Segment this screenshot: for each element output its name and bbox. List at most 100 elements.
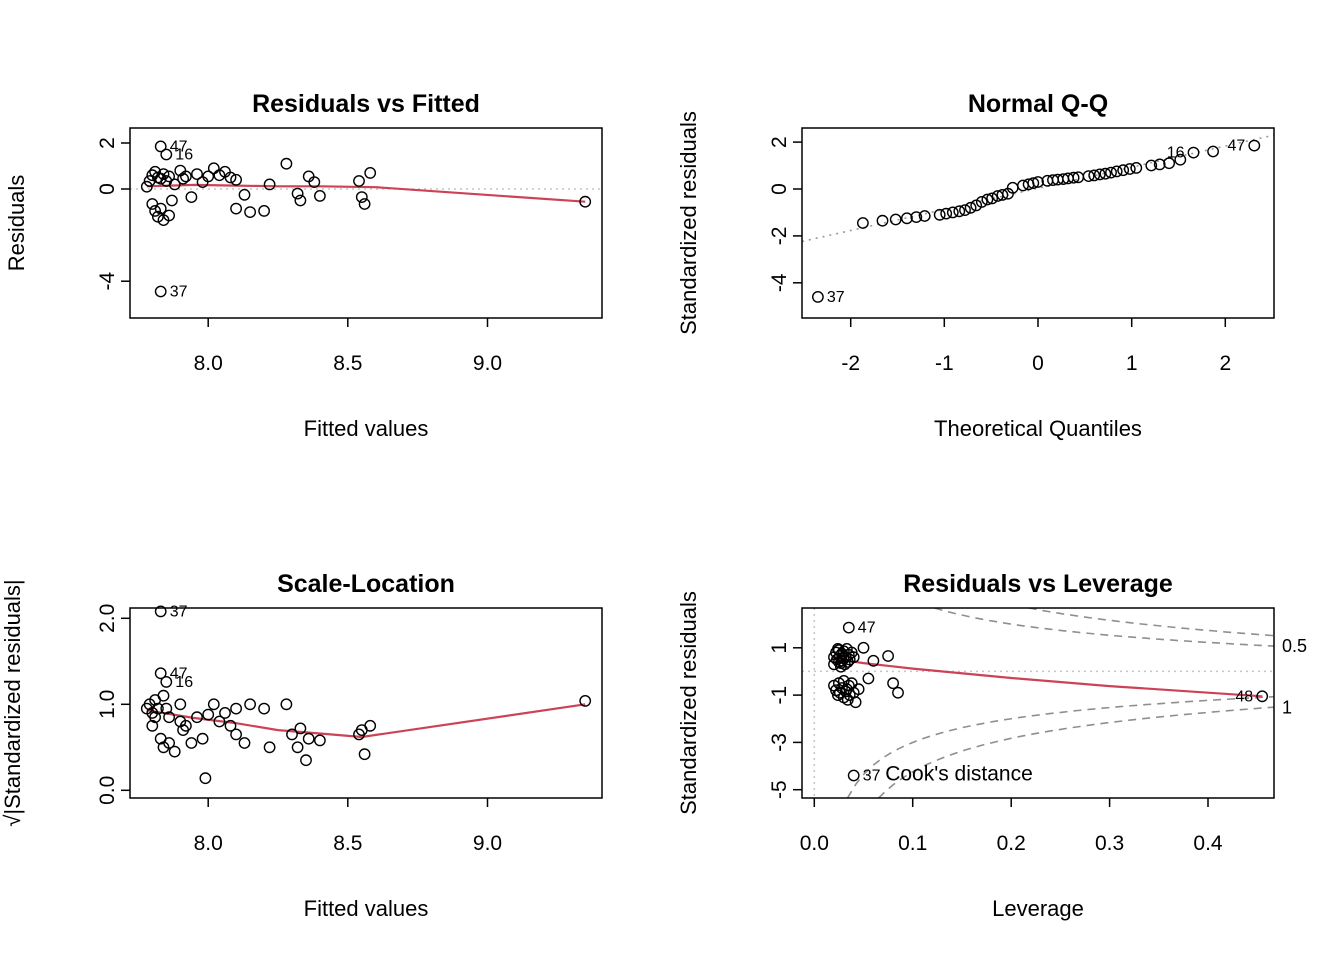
data-point [177, 172, 190, 185]
data-point [185, 191, 198, 204]
data-point [238, 737, 251, 749]
point-label-37: 37 [170, 603, 188, 620]
cook-contour-label: 1 [1282, 697, 1292, 717]
data-point [355, 191, 368, 204]
data-point [900, 212, 913, 225]
data-point [313, 734, 326, 747]
smooth-line [146, 703, 586, 739]
data-point [244, 698, 257, 711]
x-tick-label: 0.4 [1193, 832, 1223, 855]
data-point [238, 188, 251, 201]
data-point [364, 719, 377, 732]
data-point-16 [1187, 146, 1200, 159]
data-point [202, 708, 215, 721]
data-point-47 [1248, 139, 1261, 152]
data-point [163, 737, 176, 749]
data-point [302, 170, 315, 183]
y-tick-label: 0 [768, 183, 791, 195]
data-point [1088, 169, 1101, 182]
data-point [887, 677, 900, 690]
data-point [280, 157, 293, 170]
data-point [856, 217, 869, 229]
data-point [244, 206, 257, 219]
x-tick-label: 0 [1032, 352, 1044, 375]
data-point [986, 192, 998, 205]
x-axis-label: Fitted values [304, 896, 429, 921]
data-point [1163, 157, 1175, 170]
data-point [163, 170, 176, 183]
data-point [940, 207, 953, 220]
data-point [1123, 163, 1136, 175]
plot-border [801, 607, 1275, 799]
data-point [1032, 176, 1044, 188]
data-point [291, 187, 304, 200]
data-point-37 [154, 605, 167, 618]
x-tick-label: 8.5 [333, 832, 362, 855]
data-point [168, 178, 181, 191]
data-point [258, 702, 270, 715]
x-tick-label: 9.0 [473, 352, 502, 375]
data-point [1082, 170, 1095, 183]
chart-title: Scale-Location [277, 570, 455, 598]
x-tick-label: -2 [841, 352, 860, 375]
data-point [230, 702, 243, 715]
y-tick-label: -3 [768, 733, 791, 752]
point-label-37: 37 [170, 284, 188, 301]
data-point [168, 745, 181, 758]
cooks-distance-annotation: Cook's distance [885, 763, 1033, 786]
y-tick-label: -4 [768, 273, 791, 292]
data-point [996, 188, 1009, 201]
scale-location-panel: Scale-Location Fitted values √|Standardi… [0, 480, 672, 960]
data-point [1174, 153, 1187, 166]
point-label-16: 16 [175, 147, 193, 164]
data-point-47 [842, 621, 855, 634]
data-point-47 [154, 140, 167, 153]
residuals-vs-fitted-panel: Residuals vs Fitted Fitted values Residu… [0, 0, 672, 480]
x-axis-label: Theoretical Quantiles [934, 416, 1142, 441]
residuals-vs-leverage-chart: Residuals vs Leverage Leverage Standardi… [676, 570, 1307, 921]
data-point [151, 702, 164, 715]
data-point [579, 195, 592, 208]
data-point-37 [847, 769, 860, 782]
data-point [889, 213, 902, 226]
data-point [219, 706, 231, 719]
data-point [959, 204, 971, 217]
y-axis-label: Standardized residuals [676, 111, 701, 335]
data-point [165, 194, 178, 207]
data-point [230, 173, 243, 186]
cook-distance-contour [934, 607, 1275, 647]
data-point [224, 171, 237, 184]
data-point [294, 194, 307, 207]
x-tick-label: 9.0 [473, 832, 502, 855]
cook-contour-label: 0.5 [1282, 636, 1307, 656]
data-point [174, 698, 187, 711]
data-point [1067, 171, 1080, 184]
plot-border [129, 127, 603, 319]
data-point [230, 202, 243, 215]
y-tick-label: 1 [768, 642, 791, 654]
data-point [308, 176, 321, 189]
point-label-37: 37 [863, 768, 881, 785]
x-tick-label: 2 [1219, 352, 1231, 375]
data-point [258, 204, 270, 217]
x-tick-label: 8.0 [194, 832, 223, 855]
data-point [981, 193, 994, 206]
data-point [579, 694, 592, 707]
x-tick-label: 0.2 [997, 832, 1026, 855]
data-point [1207, 145, 1219, 158]
y-axis-label: √|Standardized residuals| [0, 579, 25, 826]
data-point [1093, 168, 1106, 181]
y-tick-label: -2 [768, 227, 791, 246]
x-axis-label: Leverage [992, 896, 1084, 921]
plot-area: 47 37 48 Cook's distance [802, 607, 1275, 799]
y-axis-label: Standardized residuals [676, 591, 701, 815]
x-tick-label: 0.0 [800, 832, 829, 855]
residuals-vs-fitted-chart: Residuals vs Fitted Fitted values Residu… [4, 90, 603, 441]
data-point-37 [811, 290, 824, 303]
x-tick-label: 1 [1126, 352, 1138, 375]
data-point [933, 208, 946, 221]
data-point [358, 198, 371, 210]
data-point [263, 178, 276, 191]
point-label-47: 47 [858, 620, 876, 637]
